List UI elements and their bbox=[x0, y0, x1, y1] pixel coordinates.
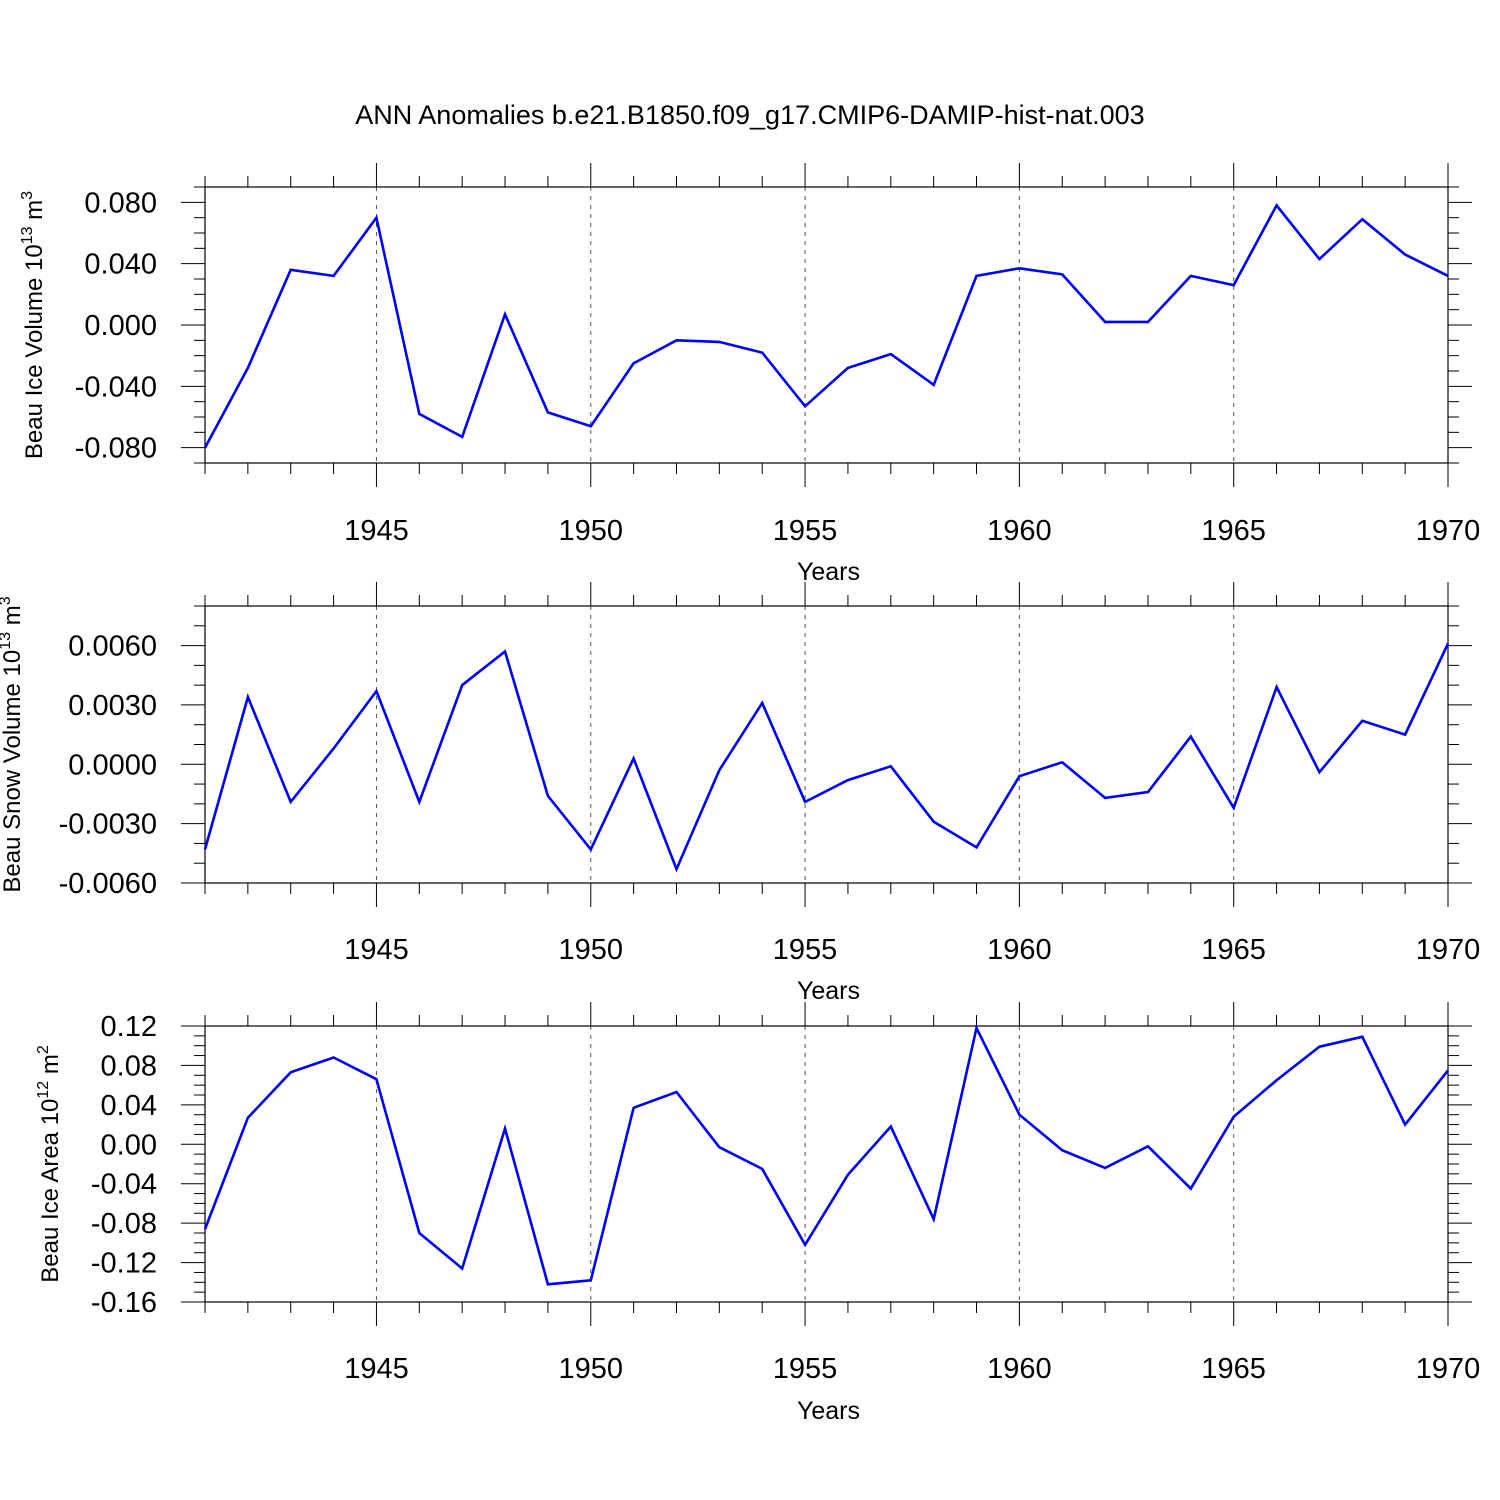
y-tick-label: 0.12 bbox=[101, 1011, 157, 1043]
panels: -0.080 -0.040 0.000 0.040 0.080 1945 1950 1955 1… bbox=[0, 163, 1480, 1425]
x-tick-label: 1960 bbox=[987, 1353, 1052, 1385]
x-tick-label: 1950 bbox=[559, 934, 624, 966]
y-axis-label: Beau Snow Volume 1013 m3 bbox=[0, 596, 26, 892]
x-tick-label: 1960 bbox=[987, 515, 1052, 547]
y-tick-label: 0.0030 bbox=[68, 690, 157, 722]
plot-frame bbox=[204, 186, 1449, 464]
series-line bbox=[203, 1024, 1450, 1286]
x-tick-label: 1960 bbox=[987, 934, 1052, 966]
x-tick-label: 1970 bbox=[1416, 934, 1481, 966]
y-tick-label: 0.0000 bbox=[68, 749, 157, 781]
panel-3: -0.16 -0.12 -0.08 -0.04 0.00 0.04 0.08 0.12 1945… bbox=[35, 1002, 1480, 1425]
x-tick-label: 1945 bbox=[344, 1353, 409, 1385]
x-tick-label: 1950 bbox=[559, 515, 624, 547]
y-tick-label: 0.0060 bbox=[68, 631, 157, 663]
x-tick-label: 1955 bbox=[773, 934, 838, 966]
series-line bbox=[203, 203, 1449, 449]
y-tick-label: 0.08 bbox=[101, 1050, 157, 1082]
panel-1: -0.080 -0.040 0.000 0.040 0.080 1945 1950 1955 1… bbox=[19, 163, 1480, 586]
y-tick-label: 0.040 bbox=[84, 249, 157, 281]
x-tick-label: 1965 bbox=[1201, 515, 1266, 547]
y-tick-label: -0.12 bbox=[91, 1248, 157, 1280]
figure-title: ANN Anomalies b.e21.B1850.f09_g17.CMIP6-… bbox=[355, 100, 1144, 130]
y-tick-label: 0.04 bbox=[101, 1090, 157, 1122]
y-tick-label: -0.04 bbox=[91, 1169, 157, 1201]
x-axis-label: Years bbox=[797, 558, 860, 586]
y-tick-label: -0.08 bbox=[91, 1208, 157, 1240]
x-axis-label: Years bbox=[797, 977, 860, 1005]
panel-2: -0.0060 -0.0030 0.0000 0.0030 0.0060 1945 1950… bbox=[0, 582, 1480, 1005]
y-axis-label: Beau Ice Volume 1013 m3 bbox=[19, 191, 48, 459]
y-tick-label: -0.16 bbox=[91, 1287, 157, 1319]
y-tick-label: 0.000 bbox=[84, 310, 157, 342]
x-tick-label: 1945 bbox=[344, 934, 409, 966]
x-tick-label: 1965 bbox=[1201, 934, 1266, 966]
y-tick-label: -0.0060 bbox=[59, 868, 157, 900]
plot-frame bbox=[204, 605, 1449, 884]
y-tick-label: -0.080 bbox=[75, 433, 157, 465]
x-tick-label: 1955 bbox=[773, 1353, 838, 1385]
x-tick-label: 1965 bbox=[1201, 1353, 1266, 1385]
x-tick-label: 1950 bbox=[559, 1353, 624, 1385]
x-axis-label: Years bbox=[797, 1397, 860, 1425]
y-axis-label: Beau Ice Area 1012 m2 bbox=[35, 1045, 64, 1283]
y-tick-label: 0.080 bbox=[84, 187, 157, 219]
x-tick-label: 1970 bbox=[1416, 1353, 1481, 1385]
series-line bbox=[203, 643, 1450, 873]
y-tick-label: -0.0030 bbox=[59, 809, 157, 841]
x-tick-label: 1970 bbox=[1416, 515, 1481, 547]
y-tick-label: -0.040 bbox=[75, 371, 157, 403]
y-tick-label: 0.00 bbox=[101, 1129, 157, 1161]
x-tick-label: 1955 bbox=[773, 515, 838, 547]
plot-frame bbox=[204, 1025, 1449, 1303]
x-tick-label: 1945 bbox=[344, 515, 409, 547]
